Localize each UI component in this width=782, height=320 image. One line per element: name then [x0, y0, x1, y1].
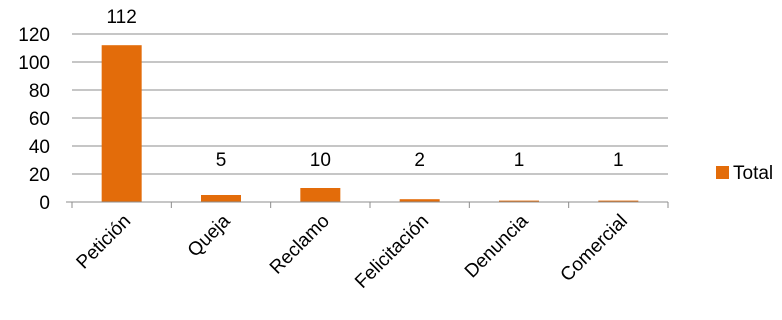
x-tick-label: Reclamo — [266, 211, 334, 279]
bar — [598, 200, 639, 202]
y-tick-label: 40 — [29, 137, 50, 158]
legend-swatch-total — [716, 166, 729, 179]
x-axis — [66, 201, 669, 208]
data-label: 2 — [414, 150, 425, 171]
x-tick-label: Queja — [184, 210, 235, 261]
x-tick-label: Felicitación — [351, 211, 433, 293]
bar — [300, 188, 341, 202]
x-axis-ticks: Petición Queja Reclamo Felicitación Denuncia… — [73, 210, 632, 292]
y-tick-label: 20 — [29, 165, 50, 186]
x-tick-label: Denuncia — [461, 210, 533, 282]
bar — [499, 200, 539, 202]
bar — [399, 199, 440, 202]
data-label: 1 — [613, 150, 624, 171]
gridlines — [72, 33, 668, 175]
data-label: 10 — [310, 150, 331, 171]
x-tick-label: Comercial — [557, 211, 632, 286]
bar — [101, 45, 142, 203]
legend: Total — [716, 163, 773, 184]
data-label: 112 — [107, 7, 137, 28]
y-tick-label: 60 — [29, 109, 50, 130]
legend-label-total: Total — [733, 163, 773, 184]
y-tick-label: 120 — [18, 25, 50, 46]
data-label: 5 — [216, 150, 227, 171]
data-label: 1 — [514, 150, 525, 171]
bars — [101, 45, 639, 203]
data-labels: 112 5 10 2 1 1 — [107, 7, 624, 171]
y-axis-ticks: 0 20 40 60 80 100 120 — [18, 25, 50, 214]
x-tick-label: Petición — [73, 211, 136, 274]
y-tick-label: 100 — [18, 53, 50, 74]
y-tick-label: 80 — [29, 81, 50, 102]
y-tick-label: 0 — [39, 193, 50, 214]
bar — [201, 195, 241, 202]
